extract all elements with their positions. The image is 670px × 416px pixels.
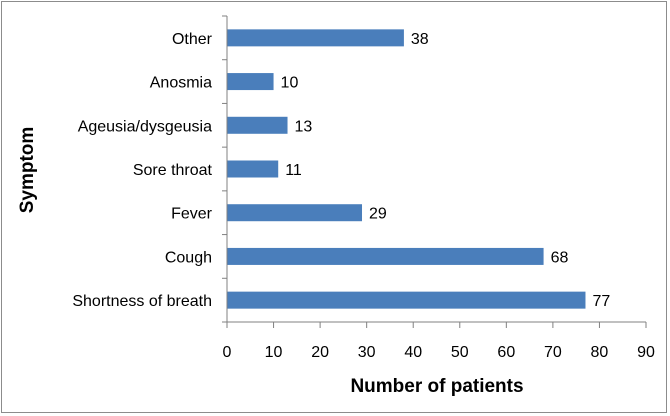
x-tick-label: 40 bbox=[404, 344, 422, 361]
category-label: Ageusia/dysgeusia bbox=[78, 118, 212, 135]
x-tick-label: 10 bbox=[265, 344, 283, 361]
x-tick-label: 90 bbox=[637, 344, 655, 361]
data-label: 68 bbox=[551, 249, 569, 266]
y-axis-title: Symptom bbox=[17, 127, 38, 214]
data-label: 11 bbox=[285, 162, 302, 179]
category-label: Other bbox=[172, 31, 213, 48]
x-tick-label: 50 bbox=[451, 344, 469, 361]
bar bbox=[227, 116, 288, 134]
x-tick-label: 70 bbox=[544, 344, 562, 361]
x-tick-label: 80 bbox=[591, 344, 609, 361]
axes-group: Other Anosmia Ageusia/dysgeusia Sore throat… bbox=[72, 15, 655, 361]
category-label: Fever bbox=[171, 206, 213, 223]
bar bbox=[227, 29, 404, 47]
data-label: 77 bbox=[592, 293, 610, 310]
data-label: 13 bbox=[295, 118, 313, 135]
bar bbox=[227, 160, 279, 178]
category-label: Sore throat bbox=[133, 162, 213, 179]
bar bbox=[227, 204, 363, 222]
data-label: 10 bbox=[281, 75, 299, 92]
x-axis-title: Number of patients bbox=[350, 376, 523, 397]
bar bbox=[227, 247, 544, 265]
bar bbox=[227, 73, 274, 91]
data-label: 29 bbox=[369, 206, 387, 223]
category-label: Anosmia bbox=[150, 75, 212, 92]
data-label: 38 bbox=[411, 31, 429, 48]
x-tick-label: 0 bbox=[223, 344, 232, 361]
x-tick-label: 30 bbox=[358, 344, 376, 361]
category-label: Cough bbox=[165, 249, 212, 266]
x-tick-label: 60 bbox=[497, 344, 515, 361]
x-tick-label: 20 bbox=[311, 344, 329, 361]
bars-group: 38 10 13 11 29 68 77 bbox=[227, 29, 610, 310]
category-label: Shortness of breath bbox=[72, 293, 212, 310]
bar bbox=[227, 291, 586, 309]
